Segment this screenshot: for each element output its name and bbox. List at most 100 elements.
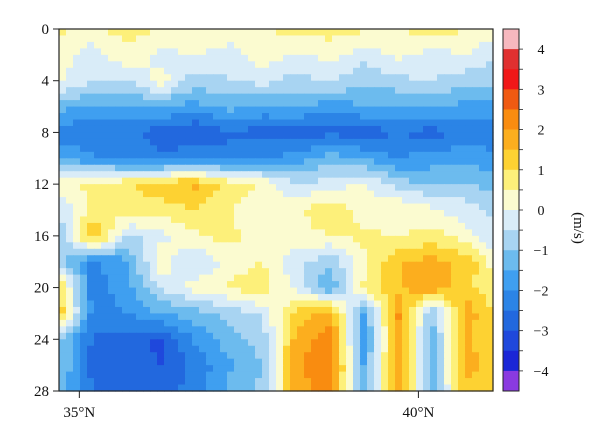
heatmap-cell bbox=[430, 151, 438, 159]
heatmap-cell bbox=[423, 345, 431, 353]
heatmap-cell bbox=[59, 345, 67, 353]
heatmap-cell bbox=[297, 332, 305, 340]
heatmap-cell bbox=[472, 113, 480, 121]
heatmap-cell bbox=[283, 229, 291, 237]
heatmap-cell bbox=[136, 332, 144, 340]
heatmap-cell bbox=[150, 190, 158, 198]
heatmap-cell bbox=[115, 164, 123, 172]
heatmap-cell bbox=[115, 125, 123, 134]
heatmap-cell bbox=[451, 210, 459, 218]
heatmap-cell bbox=[150, 274, 158, 282]
heatmap-cell bbox=[101, 41, 109, 49]
heatmap-cell bbox=[444, 358, 452, 366]
heatmap-cell bbox=[451, 132, 459, 140]
heatmap-cell bbox=[395, 358, 403, 366]
heatmap-cell bbox=[479, 319, 487, 327]
heatmap-cell bbox=[129, 358, 137, 366]
heatmap-cell bbox=[318, 294, 326, 302]
heatmap-cell bbox=[290, 151, 298, 159]
heatmap-cell bbox=[346, 100, 354, 108]
heatmap-cell bbox=[367, 54, 375, 62]
heatmap-cell bbox=[248, 210, 256, 218]
heatmap-cell bbox=[339, 365, 347, 373]
colorbar-swatch bbox=[503, 89, 519, 110]
heatmap-cell bbox=[87, 177, 95, 185]
heatmap-cell bbox=[409, 54, 417, 62]
heatmap-cell bbox=[255, 100, 263, 108]
heatmap-cell bbox=[395, 255, 403, 263]
heatmap-cell bbox=[276, 164, 284, 172]
heatmap-cell bbox=[332, 210, 340, 218]
heatmap-cell bbox=[66, 313, 74, 321]
heatmap-cell bbox=[171, 229, 179, 237]
heatmap-cell bbox=[444, 164, 452, 172]
heatmap-cell bbox=[143, 158, 151, 166]
heatmap-cell bbox=[332, 384, 340, 392]
heatmap-cell bbox=[332, 235, 340, 243]
heatmap-cell bbox=[486, 67, 494, 75]
heatmap-cell bbox=[269, 345, 277, 353]
heatmap-cell bbox=[353, 145, 361, 153]
heatmap-cell bbox=[101, 158, 109, 166]
heatmap-cell bbox=[66, 281, 74, 289]
heatmap-cell bbox=[304, 93, 312, 101]
heatmap-cell bbox=[157, 332, 165, 340]
heatmap-cell bbox=[367, 190, 375, 198]
heatmap-cell bbox=[150, 216, 158, 224]
heatmap-cell bbox=[206, 177, 214, 185]
heatmap-cell bbox=[360, 106, 368, 114]
heatmap-cell bbox=[220, 164, 228, 172]
heatmap-cell bbox=[185, 35, 193, 43]
heatmap-cell bbox=[360, 268, 368, 276]
heatmap-cell bbox=[353, 119, 361, 127]
heatmap-cell bbox=[178, 371, 186, 379]
heatmap-cell bbox=[276, 41, 284, 49]
heatmap-cell bbox=[276, 184, 284, 192]
heatmap-cell bbox=[101, 306, 109, 315]
heatmap-cell bbox=[269, 326, 277, 334]
heatmap-cell bbox=[80, 106, 88, 114]
heatmap-cell bbox=[94, 54, 102, 62]
heatmap-cell bbox=[66, 145, 74, 153]
heatmap-cell bbox=[409, 164, 417, 172]
heatmap-cell bbox=[283, 384, 291, 392]
heatmap-cell bbox=[80, 371, 88, 379]
heatmap-cell bbox=[199, 67, 207, 75]
heatmap-cell bbox=[388, 158, 396, 166]
heatmap-cell bbox=[311, 261, 319, 269]
heatmap-cell bbox=[430, 339, 438, 347]
heatmap-cell bbox=[416, 132, 424, 140]
heatmap-cell bbox=[59, 281, 67, 289]
heatmap-cell bbox=[332, 80, 340, 88]
heatmap-cell bbox=[332, 61, 340, 69]
heatmap-cell bbox=[311, 332, 319, 340]
heatmap-cell bbox=[290, 48, 298, 56]
heatmap-cell bbox=[157, 61, 165, 69]
heatmap-cell bbox=[150, 119, 158, 127]
heatmap-cell bbox=[227, 203, 235, 211]
heatmap-cell bbox=[353, 371, 361, 379]
heatmap-cell bbox=[430, 229, 438, 237]
heatmap-cell bbox=[227, 268, 235, 276]
heatmap-cell bbox=[234, 100, 242, 108]
heatmap-cell bbox=[94, 319, 102, 327]
heatmap-cell bbox=[472, 125, 480, 134]
heatmap-cell bbox=[269, 106, 277, 114]
heatmap-cell bbox=[185, 339, 193, 347]
heatmap-cell bbox=[129, 100, 137, 108]
heatmap-cell bbox=[269, 294, 277, 302]
heatmap-cell bbox=[234, 352, 242, 360]
heatmap-cell bbox=[444, 87, 452, 95]
heatmap-cell bbox=[423, 171, 431, 179]
heatmap-cell bbox=[297, 242, 305, 250]
heatmap-cell bbox=[409, 29, 417, 37]
heatmap-cell bbox=[262, 113, 270, 121]
colorbar-swatch bbox=[503, 210, 519, 231]
heatmap-cell bbox=[143, 332, 151, 340]
heatmap-cell bbox=[458, 184, 466, 192]
heatmap-cell bbox=[290, 87, 298, 95]
heatmap-cell bbox=[206, 242, 214, 250]
heatmap-cell bbox=[199, 339, 207, 347]
heatmap-cell bbox=[325, 287, 333, 295]
heatmap-cell bbox=[318, 371, 326, 379]
